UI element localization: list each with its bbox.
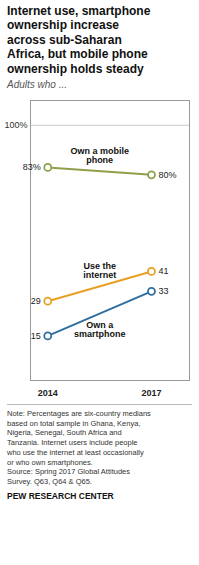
svg-text:2017: 2017 xyxy=(141,388,161,398)
svg-text:80%: 80% xyxy=(158,170,176,180)
html-text:Note: Percentages are six-coun: Note: Percentages are six-country median… xyxy=(7,409,151,487)
svg-text:29: 29 xyxy=(31,296,41,306)
svg-text:41: 41 xyxy=(158,266,168,276)
svg-text:Use theinternet: Use theinternet xyxy=(83,261,116,280)
svg-text:2014: 2014 xyxy=(38,388,58,398)
svg-text:100%: 100% xyxy=(4,120,27,130)
html-text:Adults who ...: Adults who ... xyxy=(7,79,67,90)
svg-text:Own asmartphone: Own asmartphone xyxy=(74,320,126,339)
svg-text:Own a mobilephone: Own a mobilephone xyxy=(70,146,129,165)
svg-text:33: 33 xyxy=(158,286,168,296)
svg-text:83%: 83% xyxy=(23,162,41,172)
html-text:PEW RESEARCH CENTER: PEW RESEARCH CENTER xyxy=(7,491,114,501)
svg-text:15: 15 xyxy=(31,331,41,341)
html-text:Internet use, smartphone owner: Internet use, smartphone ownership incre… xyxy=(7,4,151,76)
